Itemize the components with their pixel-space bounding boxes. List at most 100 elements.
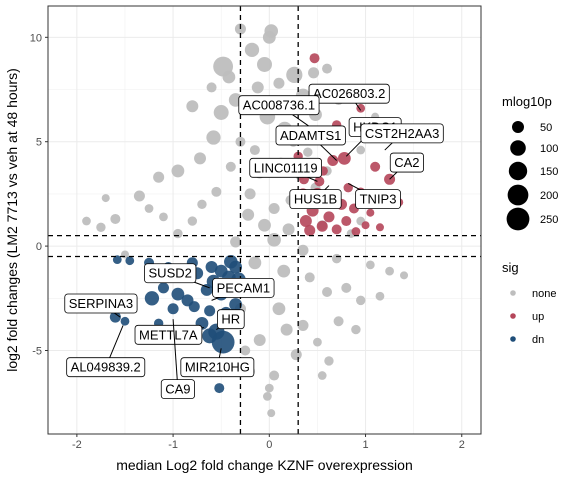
legend-sig-title: sig bbox=[502, 260, 519, 275]
legend-size-label: 150 bbox=[540, 166, 558, 178]
label-box bbox=[212, 277, 275, 298]
x-tick-label: 1 bbox=[362, 439, 368, 451]
point-none bbox=[144, 204, 154, 213]
label-text: LINC01119 bbox=[254, 160, 318, 175]
gene-label: TNIP3 bbox=[347, 183, 401, 210]
label-text: AL049839.2 bbox=[71, 360, 141, 375]
label-box bbox=[217, 309, 245, 330]
point-none bbox=[303, 147, 313, 157]
point-none bbox=[351, 324, 361, 335]
point-up bbox=[323, 211, 335, 223]
x-tick-label: 2 bbox=[459, 439, 465, 451]
point-none bbox=[253, 334, 266, 347]
legend-size-key bbox=[507, 184, 529, 206]
gene-label: MIR210HG bbox=[180, 348, 255, 378]
point-none bbox=[317, 371, 327, 380]
label-text: METTL7A bbox=[139, 327, 198, 342]
point-none bbox=[331, 253, 342, 264]
point-none bbox=[322, 287, 333, 298]
label-box bbox=[249, 157, 322, 178]
point-none bbox=[257, 56, 272, 72]
point-none bbox=[400, 271, 409, 280]
point-dn bbox=[211, 330, 235, 354]
point-none bbox=[186, 100, 199, 113]
point-none bbox=[264, 24, 279, 38]
point-dn bbox=[157, 282, 169, 294]
point-none bbox=[269, 370, 280, 381]
point-up bbox=[375, 223, 384, 232]
label-connector bbox=[172, 319, 179, 390]
reference-lines bbox=[48, 6, 481, 434]
label-box bbox=[64, 293, 138, 314]
gene-label: AC008736.1 bbox=[238, 95, 323, 136]
y-tick-label: -5 bbox=[32, 345, 42, 357]
label-text: HUS1B bbox=[294, 192, 337, 207]
point-none bbox=[322, 63, 333, 74]
point-none bbox=[96, 222, 106, 233]
point-dn bbox=[120, 316, 130, 326]
label-text: AC026803.2 bbox=[313, 86, 385, 101]
x-tick-label: 0 bbox=[266, 439, 272, 451]
legend-size-label: 250 bbox=[540, 214, 558, 226]
point-none bbox=[280, 323, 293, 336]
point-none bbox=[133, 190, 145, 202]
point-dn bbox=[125, 256, 135, 266]
x-axis-title: median Log2 fold change KZNF overexpress… bbox=[116, 457, 413, 473]
point-dn bbox=[229, 298, 243, 311]
point-none bbox=[206, 82, 217, 93]
point-none bbox=[225, 161, 236, 172]
point-dn bbox=[205, 260, 218, 273]
point-none bbox=[313, 337, 322, 347]
label-text: TNIP3 bbox=[360, 192, 397, 207]
point-none bbox=[297, 319, 309, 331]
point-none bbox=[171, 164, 185, 178]
point-none bbox=[273, 77, 285, 89]
gene-label: AC026803.2 bbox=[308, 83, 390, 111]
point-none bbox=[153, 171, 165, 183]
grid-major bbox=[48, 6, 481, 434]
point-none bbox=[304, 272, 315, 283]
label-box bbox=[360, 123, 444, 144]
gene-label: LINC01119 bbox=[249, 157, 322, 182]
legend-size-label: 50 bbox=[540, 122, 552, 134]
point-dn bbox=[109, 311, 121, 323]
point-none bbox=[206, 130, 221, 145]
point-none bbox=[263, 392, 272, 401]
point-none bbox=[187, 216, 198, 226]
label-text: PECAM1 bbox=[217, 280, 270, 295]
legend-sig-label: dn bbox=[532, 334, 544, 346]
point-none bbox=[251, 81, 264, 94]
point-none bbox=[267, 409, 276, 418]
gene-label: CA9 bbox=[160, 319, 195, 400]
point-none bbox=[308, 67, 320, 79]
point-dn bbox=[214, 383, 225, 394]
label-box bbox=[134, 324, 203, 345]
point-dn bbox=[204, 305, 216, 317]
point-dn bbox=[112, 255, 122, 265]
point-none bbox=[159, 212, 168, 222]
point-none bbox=[211, 186, 222, 197]
legend-size-label: 200 bbox=[540, 190, 558, 202]
legend-sig-key-none bbox=[510, 290, 516, 296]
label-text: CA2 bbox=[394, 155, 419, 170]
legend-size-key bbox=[510, 140, 526, 156]
point-none bbox=[365, 260, 375, 270]
point-none bbox=[272, 302, 286, 316]
legend-size: mlog10p 50 100 150 200 250 bbox=[502, 94, 558, 231]
point-none bbox=[194, 152, 207, 165]
point-none bbox=[173, 228, 183, 239]
point-up bbox=[314, 176, 325, 187]
legend-size-key bbox=[506, 207, 530, 231]
point-none bbox=[286, 66, 303, 84]
label-box bbox=[289, 189, 342, 210]
label-box bbox=[355, 189, 401, 210]
label-text: MIR210HG bbox=[185, 360, 250, 375]
legend-size-title: mlog10p bbox=[502, 94, 552, 109]
point-none bbox=[341, 282, 352, 293]
point-none bbox=[385, 266, 394, 276]
point-none bbox=[375, 291, 385, 301]
point-none bbox=[356, 295, 366, 306]
gene-labels: AC026803.2AC008736.1HKDC1ADAMTS1CST2H2AA… bbox=[64, 83, 444, 400]
point-up bbox=[351, 227, 361, 236]
point-none bbox=[277, 264, 291, 278]
